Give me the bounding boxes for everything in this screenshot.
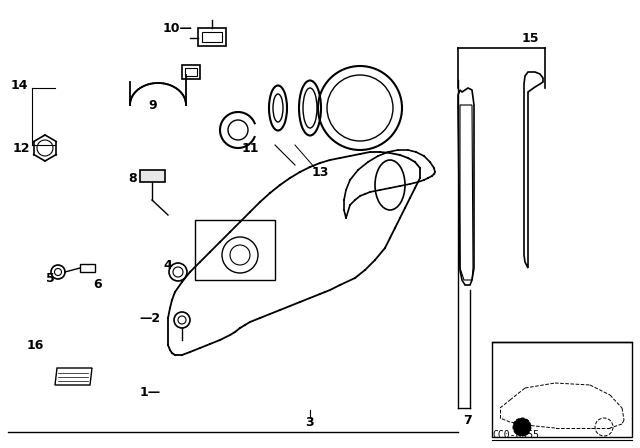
Text: 8: 8: [129, 172, 137, 185]
Text: 10—: 10—: [162, 22, 192, 34]
Text: 5: 5: [45, 271, 54, 284]
Text: 4: 4: [164, 258, 172, 271]
Text: 1—: 1—: [140, 385, 161, 399]
Text: —2: —2: [139, 311, 160, 324]
Bar: [140, 170, 165, 182]
Bar: [80, 264, 95, 272]
Text: 6: 6: [93, 277, 102, 290]
Bar: [182, 65, 200, 79]
Bar: [195, 220, 275, 280]
Bar: [492, 342, 632, 437]
Circle shape: [514, 419, 530, 435]
Bar: [202, 32, 222, 42]
Text: 14: 14: [10, 78, 28, 91]
Text: 7: 7: [463, 414, 472, 426]
Text: 12: 12: [13, 142, 30, 155]
Text: 13: 13: [311, 165, 329, 178]
Bar: [198, 28, 226, 46]
Text: 11: 11: [241, 142, 259, 155]
Text: 3: 3: [306, 415, 314, 428]
Text: CC0-6955: CC0-6955: [492, 430, 539, 440]
Text: 15: 15: [521, 31, 539, 44]
Text: 16: 16: [26, 339, 44, 352]
Text: 9: 9: [148, 99, 157, 112]
Bar: [185, 68, 197, 76]
